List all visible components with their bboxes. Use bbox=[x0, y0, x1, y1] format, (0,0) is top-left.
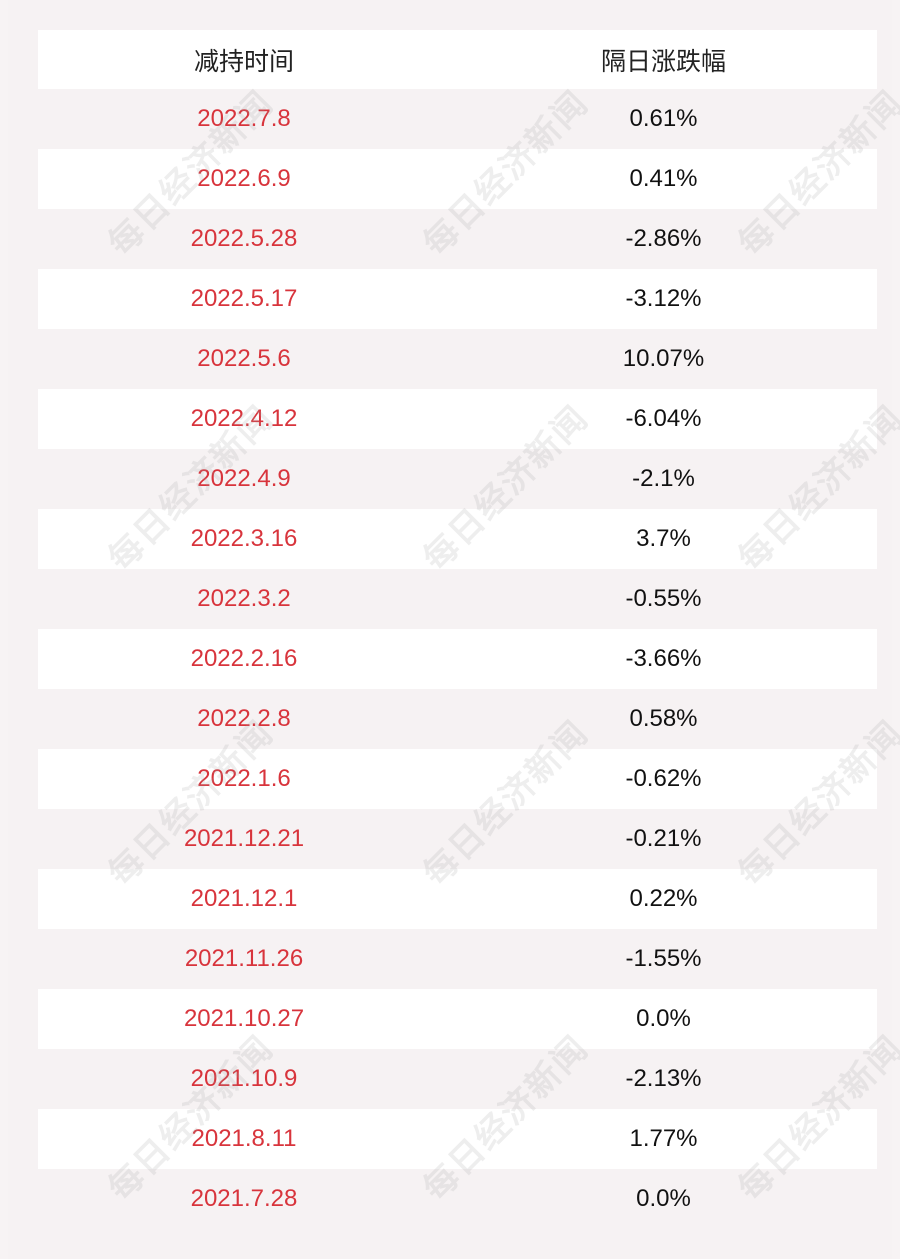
reduction-date: 2022.2.16 bbox=[190, 645, 298, 672]
next-day-change: -2.86% bbox=[625, 225, 702, 252]
next-day-change: -0.55% bbox=[625, 585, 702, 612]
next-day-change: -6.04% bbox=[625, 405, 702, 432]
table-row: 2022.5.28 -2.86% bbox=[38, 209, 877, 269]
table-row: 2021.10.9 -2.13% bbox=[38, 1049, 877, 1109]
table-row: 2021.12.21 -0.21% bbox=[38, 809, 877, 869]
next-day-change: -3.12% bbox=[625, 285, 702, 312]
next-day-change: -2.13% bbox=[625, 1065, 702, 1092]
next-day-change: 0.41% bbox=[629, 165, 698, 192]
table-row: 2022.1.6 -0.62% bbox=[38, 749, 877, 809]
next-day-change: 0.22% bbox=[629, 885, 698, 912]
table-row: 2022.4.9 -2.1% bbox=[38, 449, 877, 509]
reduction-date: 2022.4.9 bbox=[197, 465, 291, 492]
table-row: 2022.5.17 -3.12% bbox=[38, 269, 877, 329]
next-day-change: 0.0% bbox=[636, 1185, 691, 1212]
table-row: 2021.8.11 1.77% bbox=[38, 1109, 877, 1169]
table-row: 2022.3.2 -0.55% bbox=[38, 569, 877, 629]
next-day-change: -0.21% bbox=[625, 825, 702, 852]
table-row: 2021.11.26 -1.55% bbox=[38, 929, 877, 989]
table-row: 2022.2.8 0.58% bbox=[38, 689, 877, 749]
reduction-date: 2021.12.21 bbox=[183, 825, 305, 852]
reduction-date: 2022.5.17 bbox=[190, 285, 298, 312]
reduction-date: 2022.7.8 bbox=[197, 105, 291, 132]
reduction-date: 2022.3.2 bbox=[197, 585, 291, 612]
table-row: 2022.4.12 -6.04% bbox=[38, 389, 877, 449]
reduction-date: 2022.2.8 bbox=[197, 705, 291, 732]
next-day-change: -1.55% bbox=[625, 945, 702, 972]
reduction-date: 2021.11.26 bbox=[184, 945, 304, 972]
reduction-date: 2021.12.1 bbox=[190, 885, 298, 912]
reduction-date: 2022.4.12 bbox=[190, 405, 298, 432]
reduction-date: 2022.5.6 bbox=[197, 345, 291, 372]
reduction-date: 2022.6.9 bbox=[197, 165, 291, 192]
reduction-table: 减持时间 隔日涨跌幅 2022.7.8 0.61% 2022.6.9 0.41% 202… bbox=[38, 30, 877, 1229]
next-day-change: -3.66% bbox=[625, 645, 702, 672]
reduction-date: 2022.3.16 bbox=[190, 525, 298, 552]
table-row: 2022.3.16 3.7% bbox=[38, 509, 877, 569]
header-next-day-change: 隔日涨跌幅 bbox=[600, 46, 726, 76]
next-day-change: 1.77% bbox=[629, 1125, 698, 1152]
header-reduction-time: 减持时间 bbox=[193, 46, 294, 76]
reduction-date: 2022.1.6 bbox=[197, 765, 291, 792]
table-row: 2022.2.16 -3.66% bbox=[38, 629, 877, 689]
table-row: 2021.7.28 0.0% bbox=[38, 1169, 877, 1229]
table-row: 2021.10.27 0.0% bbox=[38, 989, 877, 1049]
next-day-change: 10.07% bbox=[622, 345, 705, 372]
reduction-date: 2022.5.28 bbox=[190, 225, 298, 252]
reduction-date: 2021.8.11 bbox=[191, 1125, 297, 1152]
reduction-date: 2021.10.9 bbox=[190, 1065, 298, 1092]
table-row: 2022.7.8 0.61% bbox=[38, 89, 877, 149]
next-day-change: -2.1% bbox=[632, 465, 695, 492]
table-row: 2022.6.9 0.41% bbox=[38, 149, 877, 209]
table-body: 2022.7.8 0.61% 2022.6.9 0.41% 2022.5.28 -2.86… bbox=[38, 89, 877, 1229]
next-day-change: -0.62% bbox=[625, 765, 702, 792]
next-day-change: 0.61% bbox=[629, 105, 698, 132]
table-row: 2021.12.1 0.22% bbox=[38, 869, 877, 929]
reduction-date: 2021.7.28 bbox=[190, 1185, 298, 1212]
next-day-change: 0.58% bbox=[629, 705, 698, 732]
next-day-change: 3.7% bbox=[636, 525, 691, 552]
reduction-date: 2021.10.27 bbox=[183, 1005, 305, 1032]
table-row: 2022.5.6 10.07% bbox=[38, 329, 877, 389]
table-header-row: 减持时间 隔日涨跌幅 bbox=[38, 30, 877, 89]
next-day-change: 0.0% bbox=[636, 1005, 691, 1032]
